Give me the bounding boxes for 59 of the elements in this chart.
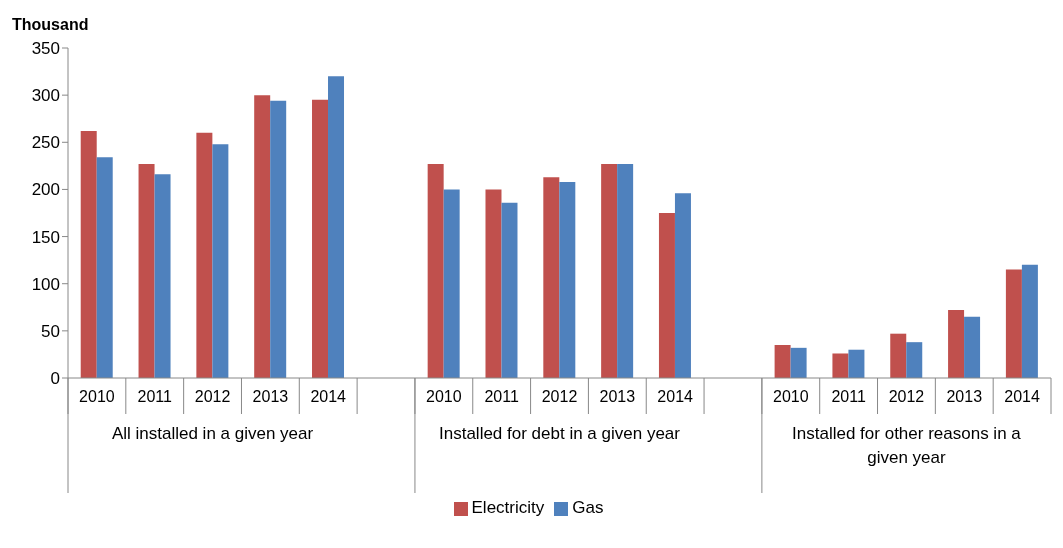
y-tick-label: 350	[31, 39, 60, 59]
bar	[964, 316, 981, 378]
text: All installed in a given year	[110, 423, 315, 445]
bar	[543, 177, 560, 378]
bar	[832, 353, 849, 378]
x-tick-label: 2014	[657, 388, 694, 405]
bar	[270, 100, 287, 378]
bar	[212, 144, 229, 378]
bar	[617, 163, 634, 378]
legend-label: Gas	[572, 498, 604, 517]
x-tick-label: 2010	[426, 388, 462, 405]
bar	[443, 189, 460, 378]
x-tick-label: 2011	[137, 388, 173, 405]
y-axis-title: Thousand	[12, 16, 89, 34]
x-tick-label: 2013	[946, 388, 983, 405]
y-tick-label: 200	[31, 180, 60, 200]
y-tick-label: 250	[31, 133, 60, 153]
x-tick-label: 2012	[888, 388, 925, 405]
legend-label: Electricity	[471, 498, 545, 517]
text: Installed for debt in a given year	[438, 423, 681, 445]
x-tick-label: 2014	[310, 388, 347, 405]
y-tick-label: 300	[31, 86, 60, 106]
x-tick-label: 2010	[773, 388, 809, 405]
bar	[848, 349, 865, 378]
bar	[890, 333, 907, 378]
bar	[138, 163, 155, 378]
text: Installed for other reasons in a given year	[791, 423, 1022, 469]
y-tick-label: 50	[41, 321, 60, 341]
x-tick-label: 2013	[599, 388, 636, 405]
y-tick-label: 0	[50, 369, 60, 389]
bar	[1005, 269, 1022, 378]
x-tick-label: 2014	[1004, 388, 1040, 405]
bar	[774, 345, 791, 378]
bar	[328, 76, 345, 378]
bar	[80, 130, 97, 378]
bar	[96, 157, 113, 378]
bar	[312, 99, 329, 378]
bar	[948, 310, 965, 378]
bar	[254, 95, 271, 378]
bar	[501, 202, 518, 378]
bar	[1021, 264, 1038, 378]
bar	[601, 163, 618, 378]
bar	[427, 163, 444, 378]
bar	[559, 181, 576, 378]
bar	[196, 132, 213, 378]
y-tick-label: 100	[31, 274, 60, 294]
bar	[790, 347, 807, 378]
bar	[906, 342, 923, 378]
x-tick-label: 2010	[79, 388, 115, 405]
x-tick-label: 2012	[194, 388, 231, 405]
y-tick-label: 150	[31, 227, 60, 247]
x-tick-label: 2012	[541, 388, 578, 405]
bar	[674, 193, 691, 378]
bar	[658, 213, 675, 378]
bar	[485, 189, 502, 378]
bar	[154, 174, 171, 378]
x-tick-label: 2013	[252, 388, 289, 405]
x-tick-label: 2011	[831, 388, 866, 405]
x-tick-label: 2011	[484, 388, 519, 405]
